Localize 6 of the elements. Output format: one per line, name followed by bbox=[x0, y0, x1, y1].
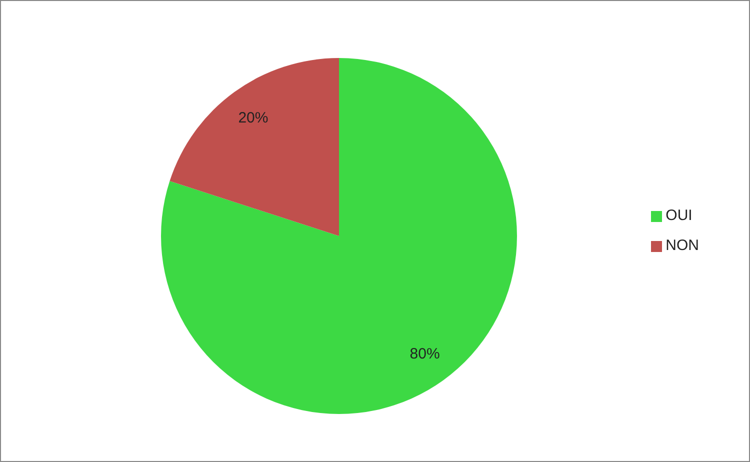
legend-label: NON bbox=[666, 237, 699, 254]
data-label: 80% bbox=[410, 346, 440, 363]
pie-slice bbox=[170, 58, 339, 236]
data-label: 20% bbox=[238, 109, 268, 126]
legend-label: OUI bbox=[666, 207, 692, 224]
pie-slice bbox=[161, 58, 517, 414]
